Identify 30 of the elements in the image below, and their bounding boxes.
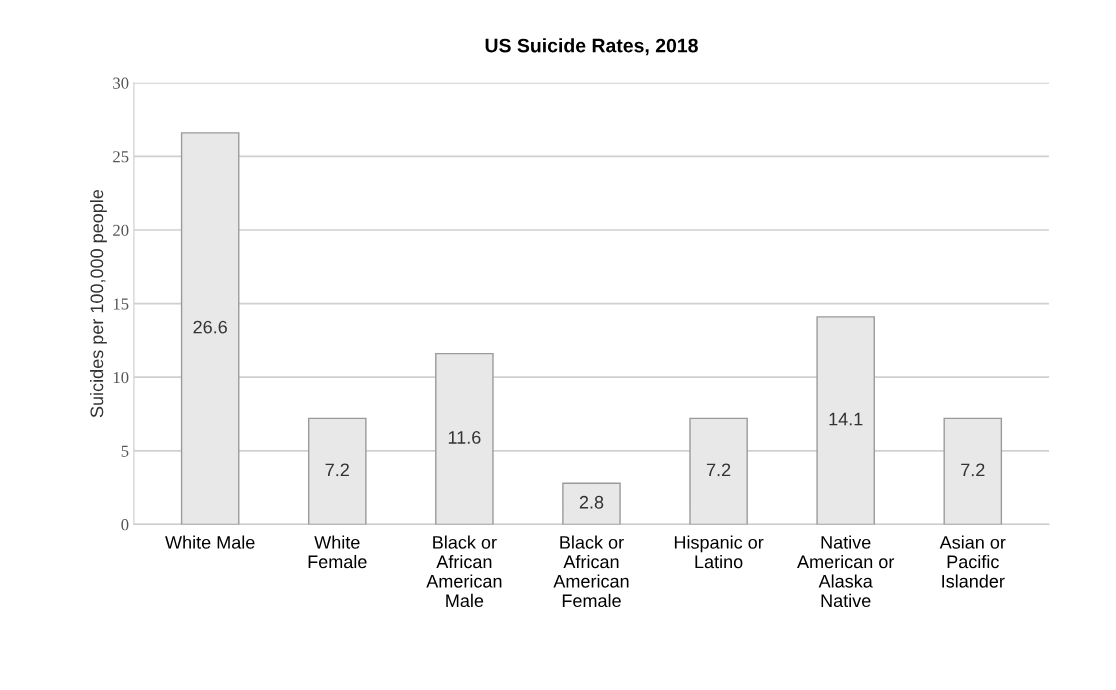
data-label: 11.6 (448, 431, 481, 444)
y-tick-label: 5 (121, 445, 129, 457)
data-label: 2.8 (579, 495, 604, 509)
bar (435, 352, 494, 525)
x-tick-label: Black or African American Male (426, 535, 502, 608)
x-tick-label: White Female (308, 535, 367, 569)
bar (943, 417, 1003, 525)
bar (816, 316, 875, 525)
x-tick-label: Hispanic or Latino (674, 535, 764, 569)
data-label: 7.2 (706, 463, 731, 477)
data-label: 14.1 (829, 412, 863, 426)
y-axis-title: Suicides per 100,000 people (90, 189, 107, 418)
bar (180, 132, 240, 525)
y-tick-label: 10 (113, 371, 129, 384)
y-tick-label: 20 (113, 224, 129, 236)
data-label: 26.6 (193, 320, 227, 334)
x-tick-label: Asian or Pacific Islander (939, 535, 1006, 588)
data-label: 7.2 (961, 463, 985, 477)
data-label: 7.2 (325, 463, 349, 477)
bar (307, 417, 367, 525)
y-tick-label: 25 (113, 151, 129, 163)
y-tick-label: 0 (121, 519, 129, 531)
y-tick-label: 15 (113, 298, 129, 310)
chart-title: US Suicide Rates, 2018 (485, 38, 698, 56)
x-tick-label: White Male (165, 535, 255, 549)
x-tick-label: Native American or Alaska Native (797, 535, 895, 608)
x-tick-label: Black or African American Female (553, 535, 629, 608)
bar (689, 417, 748, 525)
bar (562, 482, 621, 525)
y-tick-label: 30 (113, 77, 129, 89)
